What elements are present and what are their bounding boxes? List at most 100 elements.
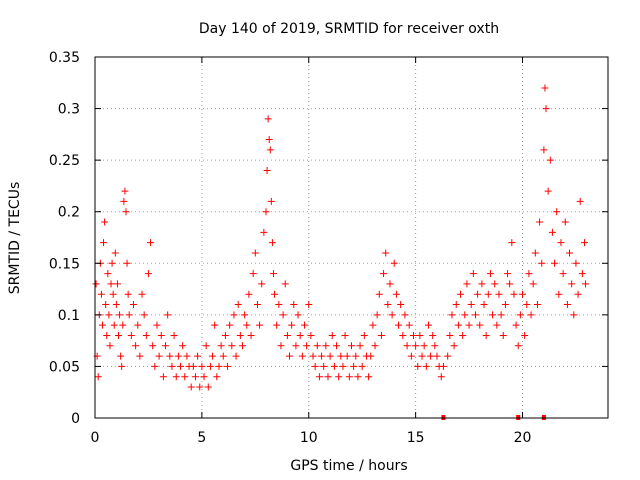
data-point: [431, 342, 439, 350]
data-point: [177, 362, 184, 370]
data-point: [123, 259, 131, 267]
data-point: [499, 331, 507, 339]
data-point: [159, 373, 167, 381]
data-point: [519, 290, 526, 298]
data-point: [94, 373, 102, 381]
data-point: [134, 321, 142, 329]
data-point: [138, 290, 146, 298]
data-point: [491, 280, 499, 288]
data-point: [149, 342, 157, 350]
data-point: [115, 331, 123, 339]
data-point: [172, 373, 180, 381]
data-point: [221, 331, 229, 339]
data-point: [506, 280, 514, 288]
data-point: [157, 331, 165, 339]
data-point: [106, 342, 114, 350]
data-point: [170, 331, 178, 339]
data-point: [373, 311, 381, 319]
x-tick-label: 20: [514, 430, 532, 446]
data-point: [127, 331, 135, 339]
data-point: [198, 362, 206, 370]
data-point: [514, 342, 522, 350]
data-point: [533, 301, 541, 309]
data-point: [418, 352, 426, 360]
data-point: [267, 197, 275, 205]
data-point: [264, 115, 272, 123]
data-point: [109, 290, 117, 298]
data-point: [107, 280, 115, 288]
data-point: [433, 352, 441, 360]
data-point: [187, 383, 195, 391]
data-point: [459, 331, 467, 339]
data-point: [480, 301, 488, 309]
data-point: [191, 373, 199, 381]
y-axis-label: SRMTID / TECUs: [7, 182, 23, 295]
data-point: [211, 321, 219, 329]
data-point: [566, 249, 574, 257]
data-point: [179, 342, 187, 350]
data-point: [116, 311, 124, 319]
data-point: [384, 301, 392, 309]
data-point: [538, 259, 546, 267]
data-point: [129, 301, 137, 309]
data-point: [269, 270, 277, 278]
data-point: [348, 342, 355, 350]
data-point: [97, 290, 105, 298]
data-point: [476, 321, 484, 329]
data-point: [439, 362, 447, 370]
data-point: [288, 321, 296, 329]
x-tick-label: 0: [91, 430, 100, 446]
data-point: [395, 321, 403, 329]
data-point: [313, 342, 321, 350]
data-point: [286, 352, 294, 360]
data-point: [422, 362, 430, 370]
data-point: [371, 342, 379, 350]
data-point: [512, 321, 520, 329]
data-point: [268, 239, 276, 247]
data-point: [437, 373, 445, 381]
data-point: [484, 290, 492, 298]
data-point: [531, 249, 539, 257]
data-point: [461, 311, 469, 319]
data-points: [92, 84, 590, 391]
data-point: [504, 270, 512, 278]
data-point: [298, 352, 306, 360]
data-point: [262, 208, 270, 216]
data-point: [337, 352, 345, 360]
data-point: [465, 321, 473, 329]
data-point: [450, 342, 458, 350]
data-point: [409, 331, 417, 339]
data-point: [452, 301, 460, 309]
data-point: [572, 259, 580, 267]
data-point: [249, 270, 257, 278]
data-point: [217, 342, 225, 350]
data-point: [200, 373, 208, 381]
data-point: [100, 239, 108, 247]
data-point: [92, 280, 100, 288]
data-point: [194, 352, 202, 360]
y-tick-label: 0.25: [49, 153, 80, 169]
data-point: [328, 331, 336, 339]
data-point: [183, 352, 191, 360]
data-point: [540, 146, 548, 154]
data-point: [510, 290, 518, 298]
data-point: [377, 331, 385, 339]
data-point: [147, 239, 155, 247]
data-point: [277, 342, 285, 350]
data-point: [251, 249, 259, 257]
data-point: [416, 331, 424, 339]
data-point: [132, 342, 140, 350]
data-point: [444, 352, 452, 360]
data-point: [226, 321, 234, 329]
data-point: [392, 290, 400, 298]
data-point: [234, 301, 242, 309]
data-point: [140, 311, 148, 319]
x-tick-label: 5: [197, 430, 206, 446]
data-point: [283, 331, 291, 339]
data-point: [551, 259, 559, 267]
data-point: [101, 218, 109, 226]
data-point: [405, 321, 413, 329]
data-point: [546, 156, 554, 164]
data-point: [224, 362, 232, 370]
data-point: [399, 331, 407, 339]
